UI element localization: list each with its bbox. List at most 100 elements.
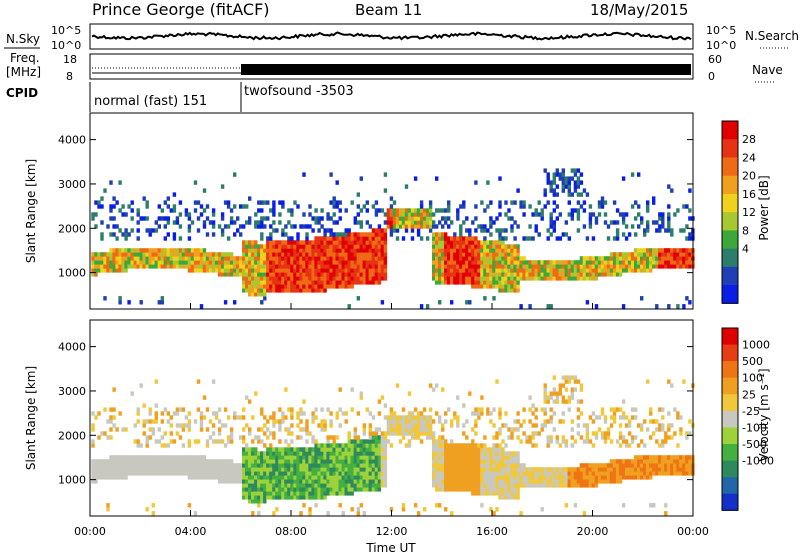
heatmap-cell [380, 208, 385, 213]
heatmap-cell [561, 232, 565, 237]
heatmap-cell [214, 268, 219, 273]
heatmap-cell [576, 176, 581, 181]
heatmap-cell [184, 455, 189, 460]
heatmap-cell [242, 463, 246, 468]
heatmap-cell [130, 228, 134, 233]
heatmap-cell [245, 268, 249, 273]
heatmap-cell [353, 463, 357, 468]
heatmap-cell [392, 216, 397, 221]
heatmap-cell [676, 415, 680, 420]
heatmap-cell [226, 415, 231, 420]
heatmap-cell [682, 256, 686, 261]
heatmap-cell [368, 268, 372, 273]
heatmap-cell [202, 264, 207, 269]
heatmap-cell [371, 455, 376, 460]
heatmap-cell [175, 431, 180, 436]
heatmap-cell [582, 276, 587, 281]
heatmap-cell [269, 451, 273, 456]
heatmap-cell [323, 451, 327, 456]
heatmap-cell [302, 284, 306, 289]
heatmap-cell [353, 240, 357, 245]
heatmap-cell [444, 248, 448, 253]
heatmap-cell [389, 415, 394, 420]
heatmap-cell [335, 256, 339, 261]
heatmap-cell [154, 403, 158, 408]
heatmap-cell [121, 212, 125, 217]
heatmap-cell [552, 224, 556, 229]
heatmap-cell [386, 216, 391, 221]
heatmap-cell [667, 184, 671, 189]
heatmap-cell [242, 244, 246, 249]
noise-tick-right-high: 10^5 [706, 24, 736, 37]
heatmap-cell [326, 435, 330, 440]
heatmap-cell [516, 252, 520, 257]
heatmap-cell [640, 423, 644, 428]
heatmap-cell [483, 491, 487, 496]
heatmap-cell [302, 495, 306, 500]
heatmap-cell [570, 443, 574, 448]
heatmap-cell [242, 407, 246, 412]
heatmap-cell [148, 232, 152, 237]
heatmap-cell [407, 419, 412, 424]
heatmap-cell [199, 415, 204, 420]
heatmap-cell [555, 268, 559, 273]
heatmap-cell [383, 447, 388, 452]
heatmap-cell [450, 268, 454, 273]
heatmap-cell [640, 216, 644, 221]
heatmap-cell [501, 288, 505, 293]
heatmap-cell [552, 467, 556, 472]
colorbar-tick-label: -500 [742, 438, 767, 451]
heatmap-cell [480, 455, 484, 460]
heatmap-cell [350, 240, 354, 245]
heatmap-cell [453, 232, 457, 237]
heatmap-cell [652, 431, 656, 436]
heatmap-cell [284, 455, 288, 460]
colorbar-tick-label: 12 [742, 206, 756, 219]
heatmap-cell [248, 487, 252, 492]
heatmap-cell [124, 236, 128, 241]
heatmap-cell [124, 260, 128, 265]
heatmap-cell [326, 479, 330, 484]
heatmap-cell [643, 419, 647, 424]
heatmap-cell [383, 415, 388, 420]
heatmap-cell [594, 268, 599, 273]
heatmap-cell [459, 467, 463, 472]
heatmap-cell [353, 447, 357, 452]
heatmap-cell [145, 260, 149, 265]
heatmap-cell [350, 459, 354, 464]
heatmap-cell [486, 256, 490, 261]
heatmap-cell [522, 256, 526, 261]
heatmap-cell [480, 280, 484, 285]
heatmap-cell [501, 252, 505, 257]
heatmap-cell [193, 264, 198, 269]
heatmap-cell [103, 296, 107, 301]
heatmap-cell [549, 180, 553, 185]
heatmap-cell [115, 252, 119, 257]
heatmap-cell [263, 224, 267, 229]
heatmap-cell [398, 427, 403, 432]
colorbar-segment [722, 344, 738, 362]
heatmap-cell [350, 455, 354, 460]
heatmap-cell [528, 467, 532, 472]
heatmap-cell [299, 224, 303, 229]
heatmap-cell [652, 463, 656, 468]
heatmap-cell [154, 379, 158, 384]
heatmap-cell [489, 272, 493, 277]
heatmap-cell [284, 463, 288, 468]
heatmap-cell [359, 459, 363, 464]
heatmap-cell [386, 220, 391, 225]
heatmap-cell [507, 268, 511, 273]
heatmap-cell [91, 475, 95, 480]
heatmap-cell [525, 236, 529, 241]
heatmap-cell [302, 288, 306, 293]
heatmap-cell [353, 244, 357, 249]
heatmap-cell [643, 268, 647, 273]
heatmap-cell [266, 252, 270, 257]
heatmap-cell [103, 467, 107, 472]
heatmap-cell [317, 455, 321, 460]
heatmap-cell [151, 471, 155, 476]
heatmap-cell [456, 455, 460, 460]
heatmap-cell [465, 471, 469, 476]
heatmap-cell [585, 268, 590, 273]
heatmap-cell [465, 455, 469, 460]
